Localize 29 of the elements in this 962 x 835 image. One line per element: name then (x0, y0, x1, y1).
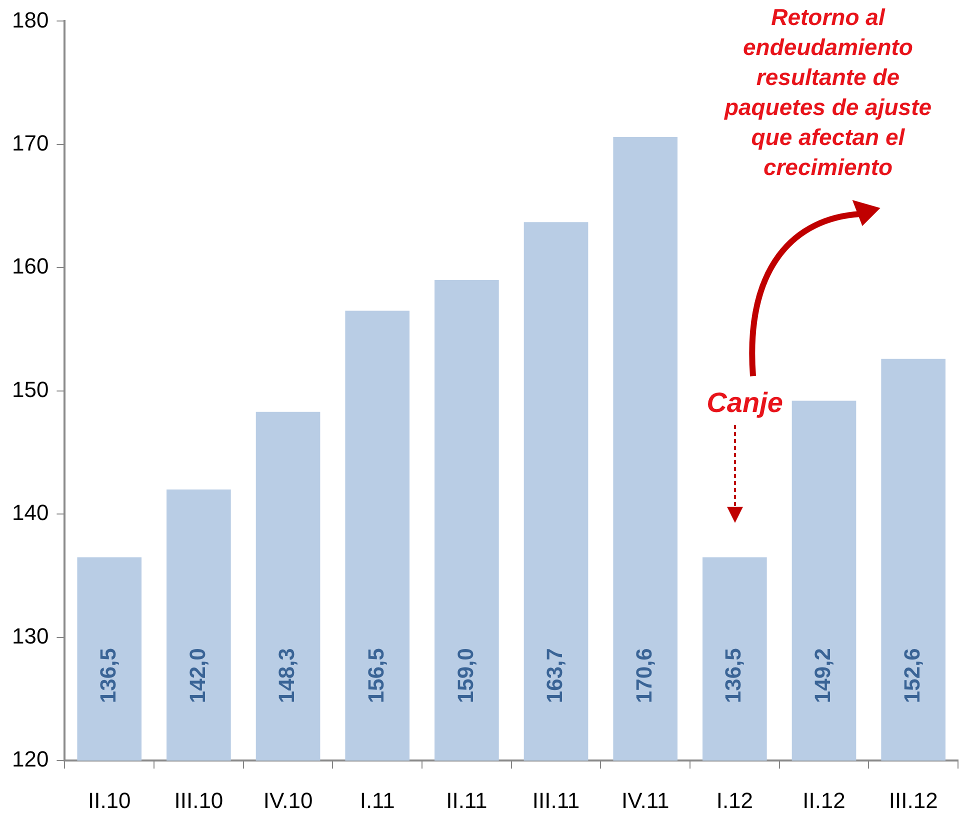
data-label: 156,5 (363, 648, 388, 704)
data-label: 159,0 (452, 648, 478, 704)
data-label: 136,5 (720, 648, 746, 704)
annotation: Canje (706, 387, 783, 420)
data-label: 142,0 (184, 648, 210, 704)
x-tick-label: II.11 (446, 788, 488, 813)
y-tick-label: 130 (12, 623, 49, 648)
y-tick-label: 150 (12, 376, 49, 402)
y-tick-label: 170 (12, 130, 49, 156)
x-tick-label: III.10 (174, 788, 224, 813)
y-tick-label: 160 (12, 254, 49, 279)
data-label: 163,7 (542, 648, 568, 704)
data-label: 136,5 (95, 648, 120, 704)
x-tick-label: III.11 (532, 788, 580, 813)
data-label: 149,2 (810, 648, 836, 704)
annotation: Retorno al endeudamiento resultante de paquetes de ajuste que afectan el crecimiento (723, 3, 933, 182)
x-tick-label: III.12 (888, 788, 938, 813)
data-label: 170,6 (631, 648, 656, 704)
x-tick-label: IV.11 (621, 788, 670, 813)
x-tick-label: I.12 (716, 788, 754, 813)
y-tick-label: 140 (12, 500, 49, 526)
y-tick-label: 180 (12, 7, 49, 32)
y-tick-label: 120 (12, 746, 49, 772)
data-label: 148,3 (274, 648, 300, 704)
x-tick-label: II.10 (88, 788, 131, 813)
x-tick-label: II.12 (802, 788, 846, 813)
x-tick-label: IV.10 (263, 788, 313, 813)
data-label: 152,6 (899, 648, 924, 704)
x-tick-label: I.11 (360, 788, 395, 813)
